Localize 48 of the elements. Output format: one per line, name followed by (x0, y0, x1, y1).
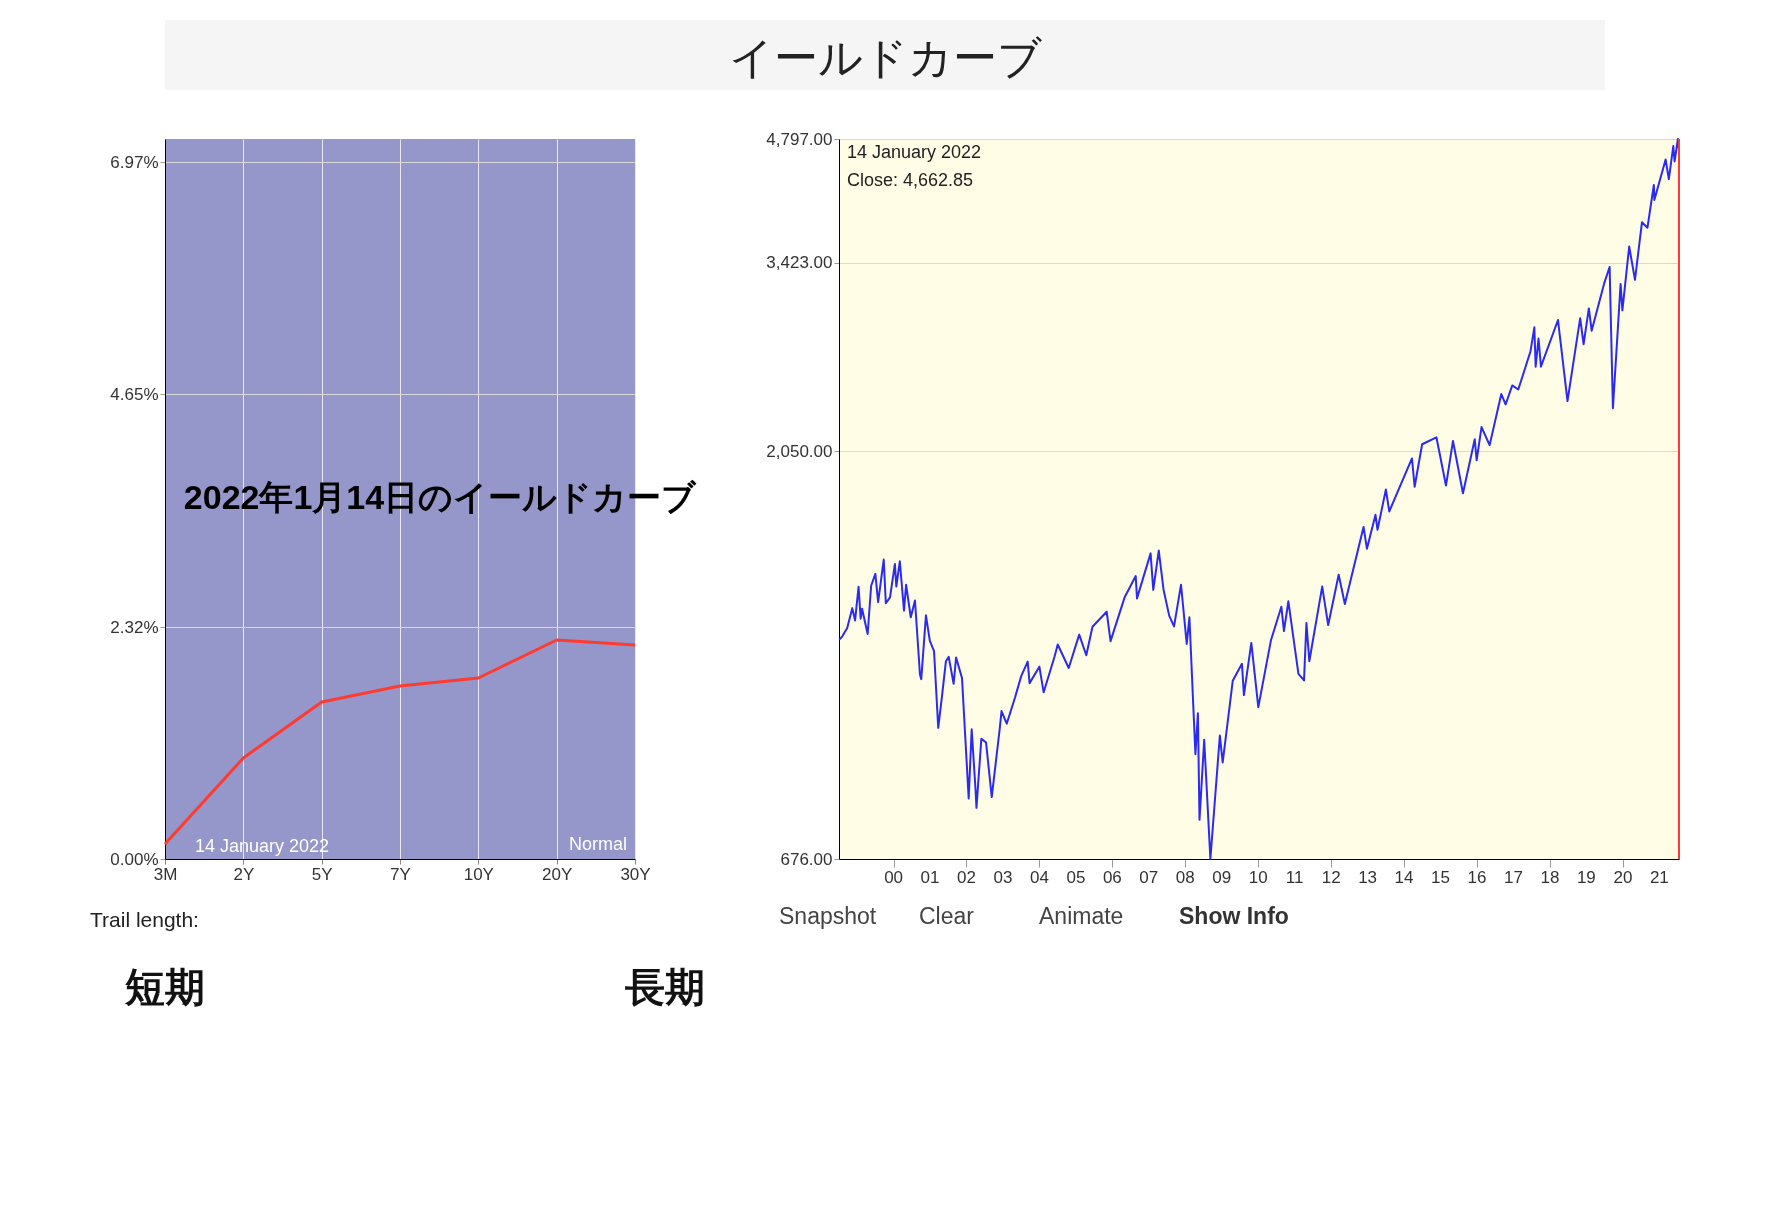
x-tick-label: 21 (1649, 868, 1669, 887)
y-tick-label: 4,797.00 (766, 129, 833, 149)
x-tick-label: 01 (920, 868, 940, 887)
x-tick-label: 06 (1102, 868, 1122, 887)
annotation: Close: 4,662.85 (847, 170, 974, 190)
x-tick-label: 12 (1321, 868, 1341, 887)
text: Trail length: (90, 908, 199, 931)
text: Show Info (1179, 903, 1289, 929)
y-tick-label: 4.65% (110, 384, 159, 404)
x-tick-label: 2Y (233, 864, 255, 884)
x-tick-label: 14 (1394, 868, 1414, 887)
x-tick-label: 16 (1467, 868, 1487, 887)
x-tick-label: 10 (1248, 868, 1268, 887)
x-tick-label: 08 (1175, 868, 1195, 887)
x-tick-label: 13 (1358, 868, 1378, 887)
text: 短期 (124, 965, 205, 1009)
line-series (838, 138, 1680, 860)
annotation: 14 January 2022 (847, 142, 982, 162)
x-tick-label: 05 (1066, 868, 1086, 887)
y-tick-label: 6.97% (110, 152, 159, 172)
x-tick-label: 7Y (390, 864, 411, 884)
text: Snapshot (779, 903, 877, 929)
text: イールドカーブ (728, 33, 1042, 82)
x-tick-label: 03 (993, 868, 1013, 887)
x-tick-label: 04 (1030, 868, 1049, 887)
y-tick-label: 2.32% (110, 617, 159, 637)
y-tick-label: 676.00 (780, 849, 833, 869)
text: Animate (1039, 903, 1124, 929)
text: 長期 (624, 965, 705, 1009)
x-tick-label: 17 (1504, 868, 1523, 887)
text: Clear (919, 903, 975, 929)
x-tick-label: 00 (884, 868, 904, 887)
x-tick-label: 07 (1139, 868, 1159, 887)
y-tick-label: 3,423.00 (766, 253, 833, 273)
y-tick-label: 2,050.00 (766, 441, 833, 461)
x-tick-label: 02 (957, 868, 976, 887)
x-tick-label: 5Y (311, 864, 333, 884)
annotation: Normal (568, 834, 627, 854)
x-tick-label: 18 (1540, 868, 1560, 887)
x-tick-label: 10Y (463, 864, 494, 884)
x-tick-label: 20 (1613, 868, 1633, 887)
x-tick-label: 19 (1576, 868, 1596, 887)
annotation: 2022年1月14日のイールドカーブ (183, 478, 698, 516)
x-tick-label: 15 (1431, 868, 1450, 887)
x-tick-label: 30Y (620, 864, 651, 884)
x-tick-label: 20Y (542, 864, 573, 884)
x-tick-label: 09 (1212, 868, 1232, 887)
x-tick-label: 11 (1285, 868, 1304, 887)
